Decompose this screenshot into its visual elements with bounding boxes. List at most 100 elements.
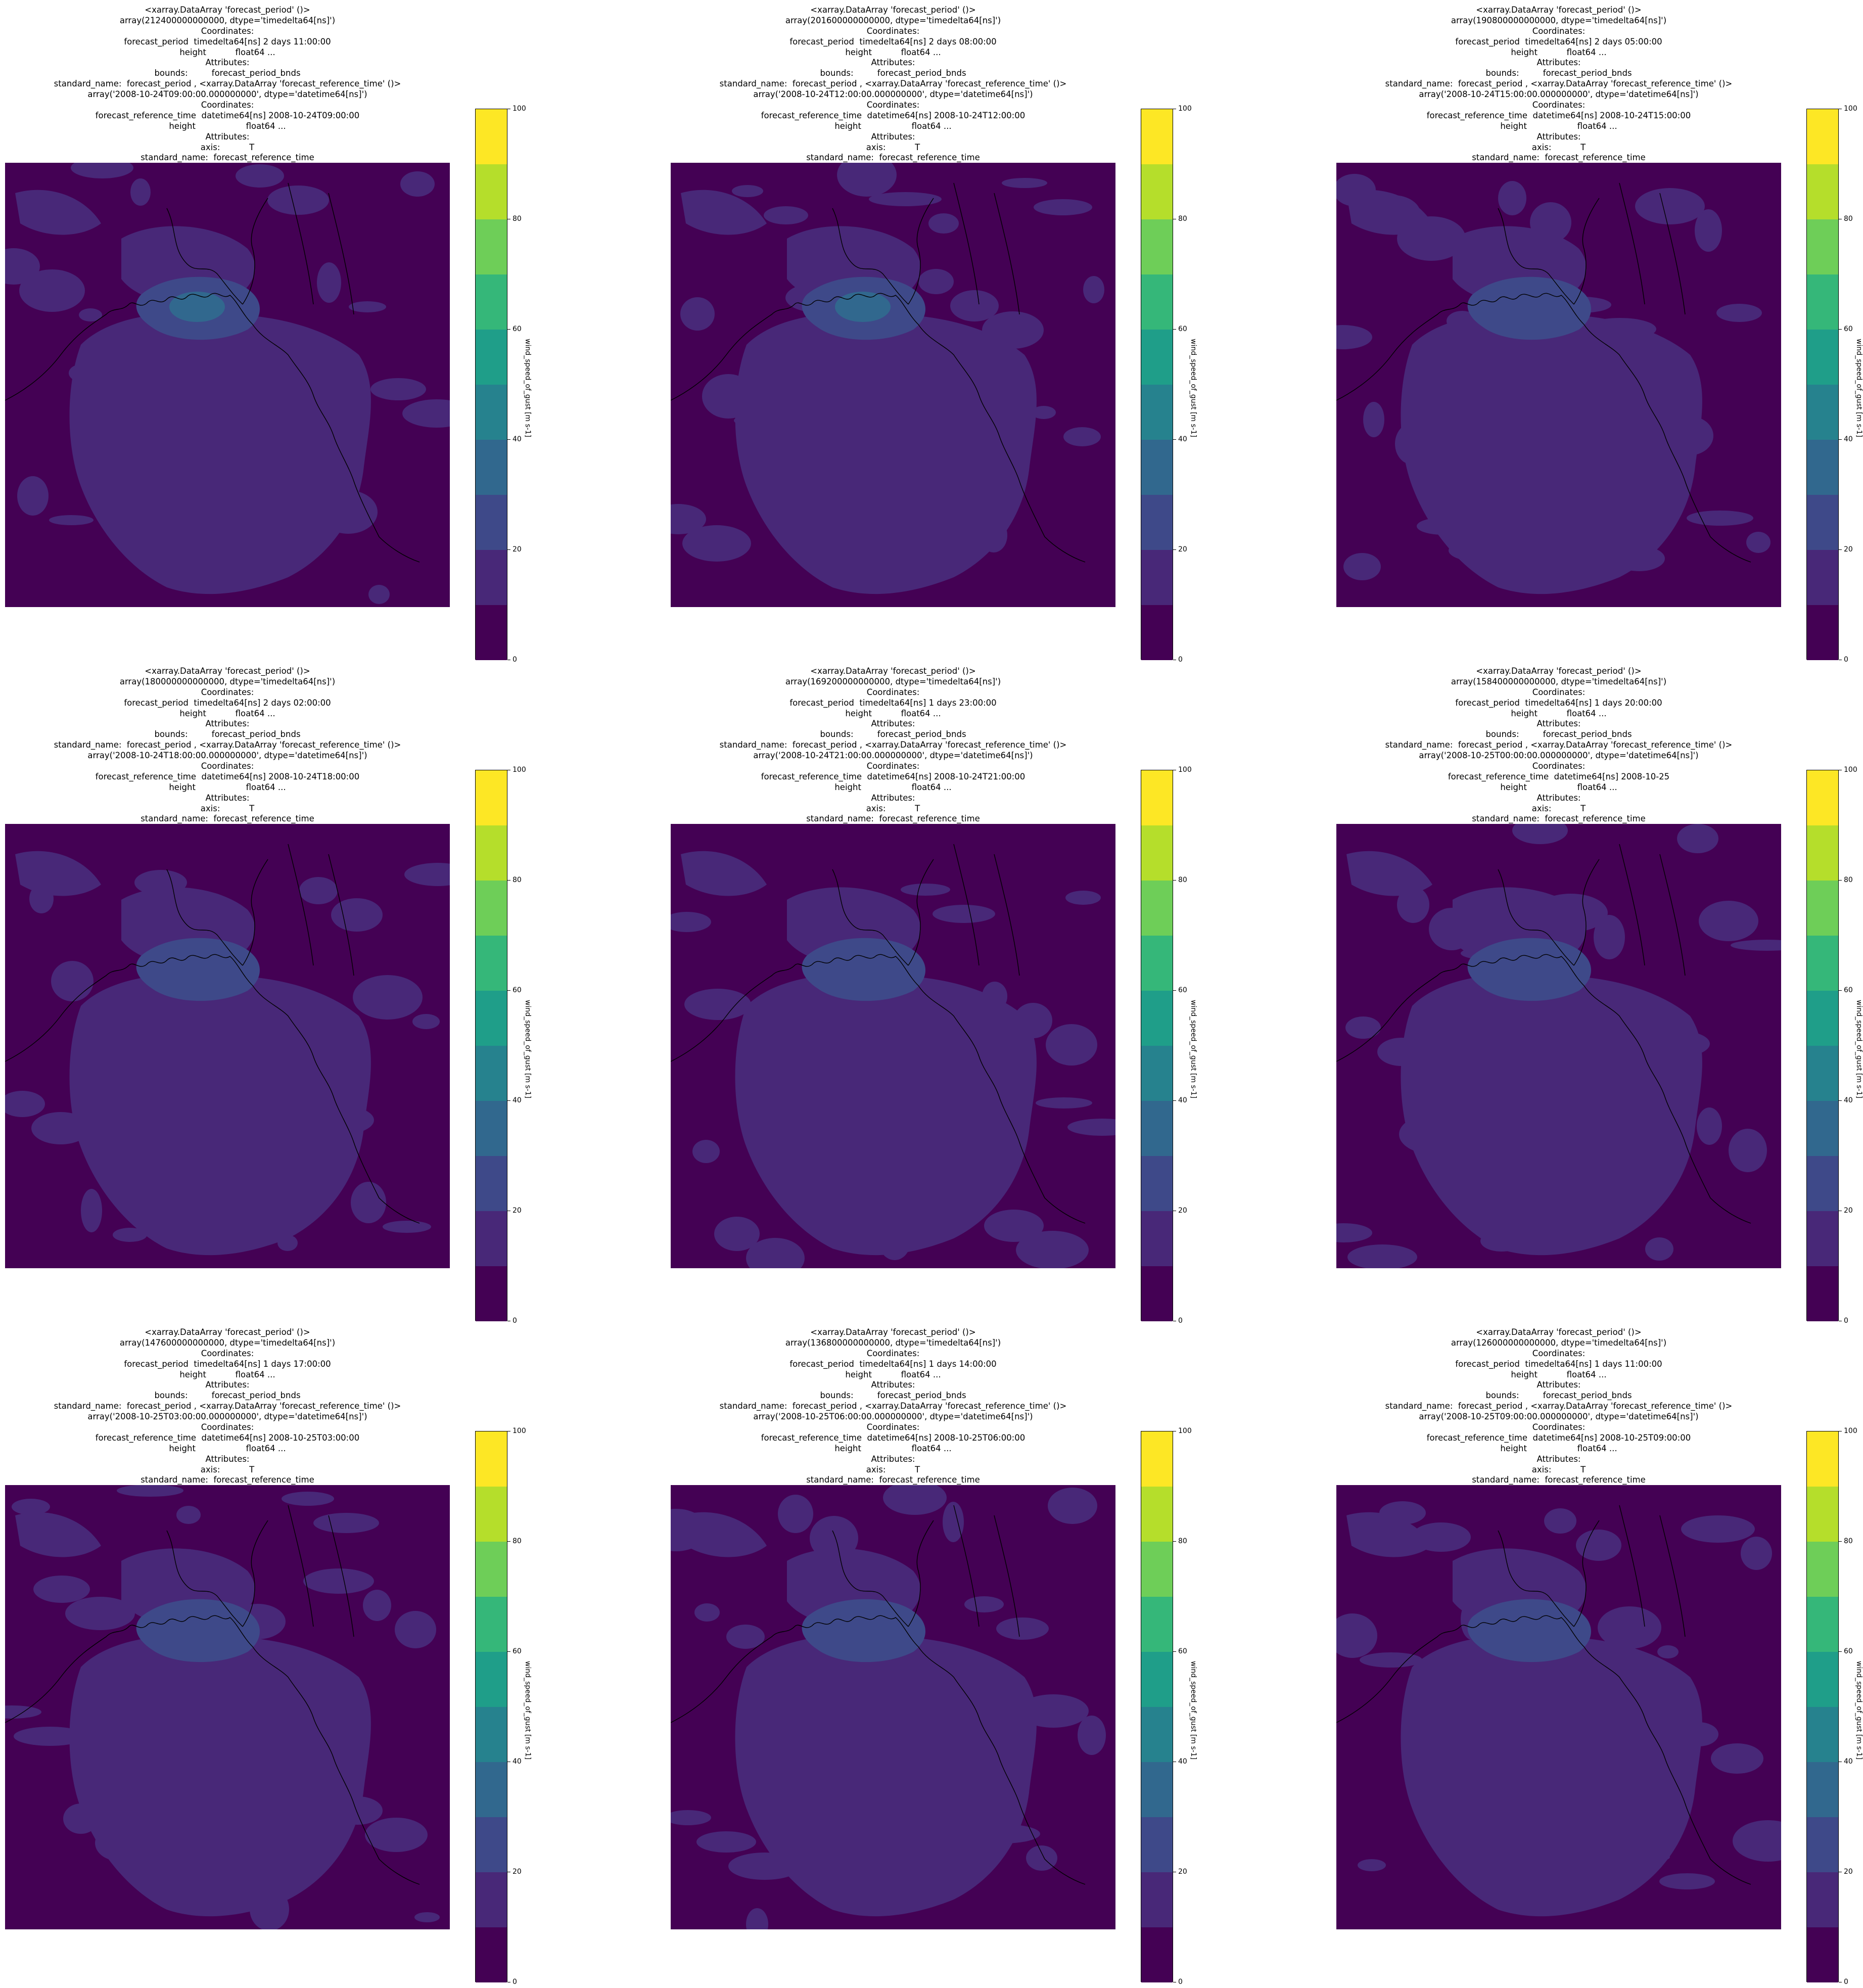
panel-title: <xarray.DataArray 'forecast_period' ()> a… xyxy=(671,5,1115,163)
colorbar-segment xyxy=(1807,1211,1838,1266)
title-line: height float64 ... xyxy=(169,121,286,131)
colorbar-tick-label: 100 xyxy=(1844,1427,1857,1435)
title-line: forecast_period timedelta64[ns] 1 days 2… xyxy=(789,698,997,708)
title-line: height float64 ... xyxy=(1511,1369,1607,1379)
title-line: array(147600000000000, dtype='timedelta6… xyxy=(119,1337,336,1348)
title-line: forecast_period timedelta64[ns] 1 days 1… xyxy=(789,1359,997,1369)
colorbar-tick-mark xyxy=(1839,1541,1842,1542)
title-line: <xarray.DataArray 'forecast_period' ()> xyxy=(810,5,976,15)
title-line: standard_name: forecast_reference_time xyxy=(1472,153,1646,163)
colorbar-segment xyxy=(1141,330,1173,385)
title-line: array('2008-10-25T09:00:00.000000000', d… xyxy=(1419,1412,1699,1422)
colorbar-segment xyxy=(476,109,507,164)
colorbar-segment xyxy=(1807,1762,1838,1817)
colorbar-segment xyxy=(476,881,507,936)
title-line: height float64 ... xyxy=(845,1369,941,1379)
colorbar xyxy=(475,770,507,1321)
colorbar-tick-label: 60 xyxy=(1844,325,1853,333)
title-line: Coordinates: xyxy=(866,100,920,110)
title-line: <xarray.DataArray 'forecast_period' ()> xyxy=(145,5,310,15)
colorbar-tick-label: 60 xyxy=(1844,1647,1853,1655)
colorbar-tick-label: 40 xyxy=(513,435,522,443)
coastline xyxy=(1336,844,1751,1224)
colorbar-segment xyxy=(476,274,507,330)
title-line: standard_name: forecast_period , <xarray… xyxy=(719,740,1067,750)
colorbar-segment xyxy=(1141,1762,1173,1817)
colorbar-tick-label: 20 xyxy=(1178,1207,1187,1215)
colorbar-segment xyxy=(476,605,507,660)
title-line: Attributes: xyxy=(1536,58,1581,68)
colorbar-tick-mark xyxy=(507,549,510,550)
title-line: Attributes: xyxy=(871,1380,915,1390)
colorbar-tick-label: 20 xyxy=(513,1207,522,1215)
colorbar-segment xyxy=(1141,991,1173,1046)
title-line: <xarray.DataArray 'forecast_period' ()> xyxy=(1476,1327,1642,1337)
title-line: bounds: forecast_period_bnds xyxy=(154,729,301,739)
title-line: array(169200000000000, dtype='timedelta6… xyxy=(785,676,1001,686)
map-panel: <xarray.DataArray 'forecast_period' ()> a… xyxy=(671,1327,1277,1986)
title-line: Attributes: xyxy=(205,793,250,803)
colorbar-label: wind_speed_of_gust [m s-1] xyxy=(1855,1661,1863,1760)
map-area xyxy=(671,824,1115,1268)
colorbar-segment xyxy=(1141,1211,1173,1266)
title-line: forecast_reference_time datetime64[ns] 2… xyxy=(95,110,360,120)
colorbar-tick-label: 0 xyxy=(1178,656,1183,664)
title-line: Attributes: xyxy=(205,719,250,729)
title-line: Coordinates: xyxy=(1532,100,1586,110)
map-panel: <xarray.DataArray 'forecast_period' ()> a… xyxy=(1336,666,1863,1324)
title-line: bounds: forecast_period_bnds xyxy=(1485,729,1632,739)
gust-30-40-region xyxy=(169,292,225,322)
colorbar-tick-mark xyxy=(1173,1651,1176,1652)
title-line: standard_name: forecast_reference_time xyxy=(1472,1475,1646,1485)
colorbar-tick-label: 80 xyxy=(1178,215,1187,223)
colorbar-segment xyxy=(1807,109,1838,164)
title-line: Attributes: xyxy=(1536,1454,1581,1464)
colorbar-tick-label: 60 xyxy=(513,986,522,994)
colorbar-tick-mark xyxy=(1173,549,1176,550)
colorbar-tick-label: 0 xyxy=(1178,1978,1183,1986)
colorbar-segment xyxy=(1141,1487,1173,1542)
coastline xyxy=(671,844,1086,1224)
colorbar-tick-label: 20 xyxy=(1844,1868,1853,1876)
colorbar-tick-label: 100 xyxy=(513,1427,526,1435)
colorbar-segment xyxy=(1807,1156,1838,1211)
colorbar xyxy=(475,1431,507,1982)
title-line: Coordinates: xyxy=(201,26,254,36)
colorbar-segment xyxy=(1141,1597,1173,1652)
title-line: height float64 ... xyxy=(834,121,952,131)
colorbar-segment xyxy=(1141,936,1173,991)
title-line: forecast_reference_time datetime64[ns] 2… xyxy=(761,1432,1026,1443)
map-area xyxy=(5,1485,450,1929)
colorbar-tick-mark xyxy=(1173,880,1176,881)
title-line: forecast_reference_time datetime64[ns] 2… xyxy=(761,110,1026,120)
colorbar xyxy=(1806,770,1839,1321)
title-line: height float64 ... xyxy=(179,1369,275,1379)
colorbar-tick-label: 40 xyxy=(513,1758,522,1766)
title-line: axis: T xyxy=(200,142,255,152)
colorbar-segment xyxy=(476,164,507,219)
colorbar-segment xyxy=(476,219,507,274)
title-line: bounds: forecast_period_bnds xyxy=(154,68,301,78)
title-line: standard_name: forecast_reference_time xyxy=(141,1475,314,1485)
colorbar-tick-mark xyxy=(1839,880,1842,881)
title-line: Attributes: xyxy=(205,58,250,68)
colorbar-tick-mark xyxy=(1173,990,1176,991)
panel-title: <xarray.DataArray 'forecast_period' ()> a… xyxy=(1336,5,1781,163)
colorbar-tick-label: 80 xyxy=(1844,1537,1853,1545)
colorbar-label: wind_speed_of_gust [m s-1] xyxy=(1189,339,1197,438)
gust-10-20-region xyxy=(671,851,1115,1268)
colorbar-segment xyxy=(1807,1707,1838,1762)
title-line: forecast_reference_time datetime64[ns] 2… xyxy=(761,771,1026,781)
colorbar-segment xyxy=(1807,1652,1838,1707)
panel-title: <xarray.DataArray 'forecast_period' ()> a… xyxy=(5,666,450,824)
colorbar-segment xyxy=(1807,1927,1838,1982)
colorbar-tick-label: 40 xyxy=(1844,1758,1853,1766)
title-line: standard_name: forecast_reference_time xyxy=(141,814,314,824)
title-line: axis: T xyxy=(200,1464,255,1474)
title-line: Attributes: xyxy=(871,1454,915,1464)
title-line: standard_name: forecast_period , <xarray… xyxy=(54,740,401,750)
gust-10-20-region xyxy=(5,851,450,1256)
colorbar-label: wind_speed_of_gust [m s-1] xyxy=(524,339,532,438)
colorbar-tick-label: 80 xyxy=(1844,215,1853,223)
wind-gust-map xyxy=(5,1485,450,1929)
